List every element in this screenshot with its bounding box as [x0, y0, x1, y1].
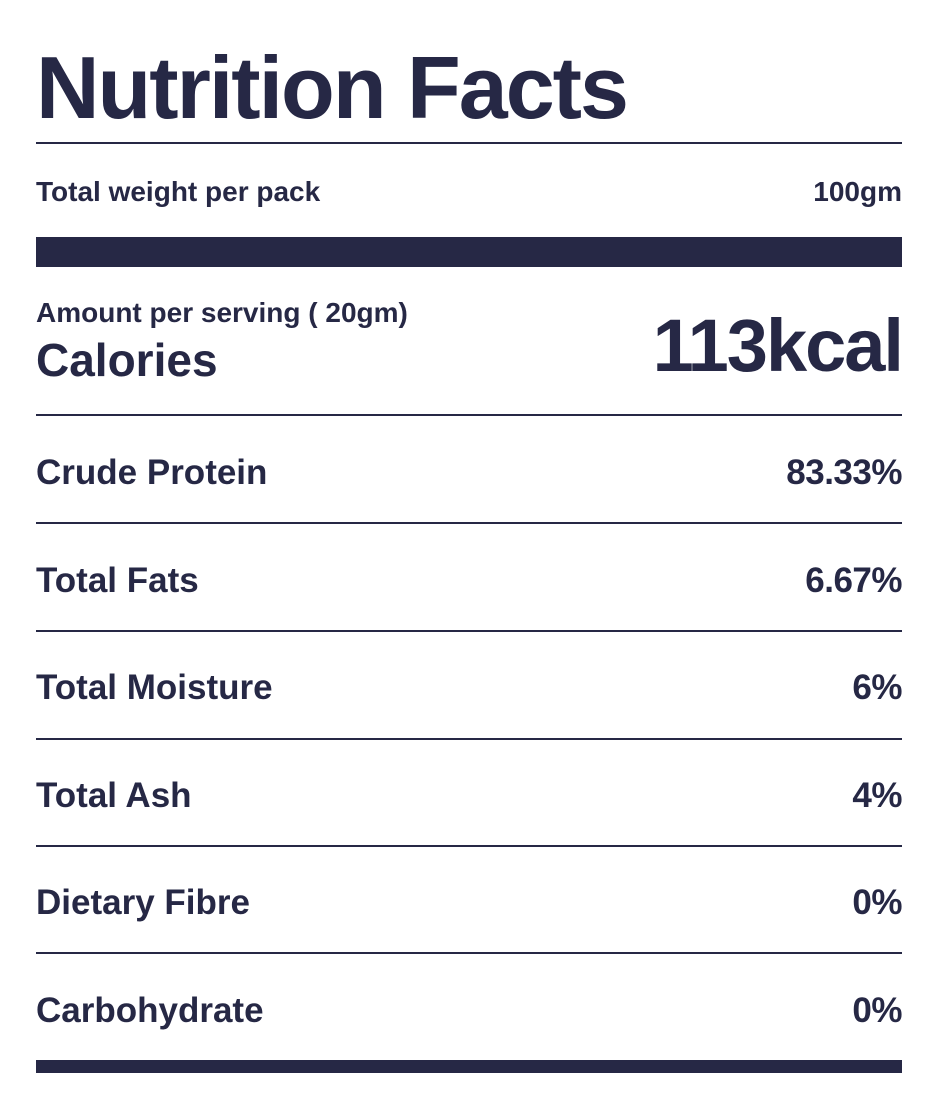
nutrient-name: Carbohydrate	[36, 991, 264, 1030]
nutrient-row: Carbohydrate 0%	[36, 979, 902, 1043]
nutrient-name: Total Moisture	[36, 668, 273, 707]
divider	[36, 845, 902, 847]
calories-label: Calories	[36, 334, 218, 386]
total-weight-label: Total weight per pack	[36, 176, 321, 207]
nutrient-row: Total Fats 6.67%	[36, 549, 902, 613]
divider	[36, 738, 902, 740]
nutrient-name: Total Ash	[36, 776, 192, 815]
nutrient-row: Dietary Fibre 0%	[36, 871, 902, 935]
nutrient-value: 4%	[852, 776, 902, 815]
nutrient-row: Total Ash 4%	[36, 764, 902, 828]
nutrient-name: Total Fats	[36, 561, 199, 600]
divider	[36, 952, 902, 954]
nutrient-row: Crude Protein 83.33%	[36, 441, 902, 505]
calories-value: 113kcal	[652, 304, 904, 387]
bottom-bar	[36, 1060, 902, 1073]
nutrient-value: 0%	[852, 883, 902, 922]
divider	[36, 414, 902, 416]
nutrition-facts-label: Nutrition Facts Total weight per pack 10…	[36, 0, 904, 1109]
page-title: Nutrition Facts	[36, 38, 629, 137]
divider	[36, 142, 902, 144]
nutrient-value: 6.67%	[805, 561, 902, 600]
nutrient-value: 83.33%	[786, 453, 902, 492]
nutrient-name: Dietary Fibre	[36, 883, 250, 922]
thick-divider	[36, 237, 902, 267]
nutrient-value: 0%	[852, 991, 902, 1030]
divider	[36, 522, 902, 524]
nutrient-name: Crude Protein	[36, 453, 268, 492]
divider	[36, 630, 902, 632]
nutrient-row: Total Moisture 6%	[36, 656, 902, 720]
total-weight-value: 100gm	[813, 176, 902, 207]
serving-size-label: Amount per serving ( 20gm)	[36, 297, 408, 328]
total-weight-row: Total weight per pack 100gm	[36, 170, 902, 214]
nutrient-value: 6%	[852, 668, 902, 707]
